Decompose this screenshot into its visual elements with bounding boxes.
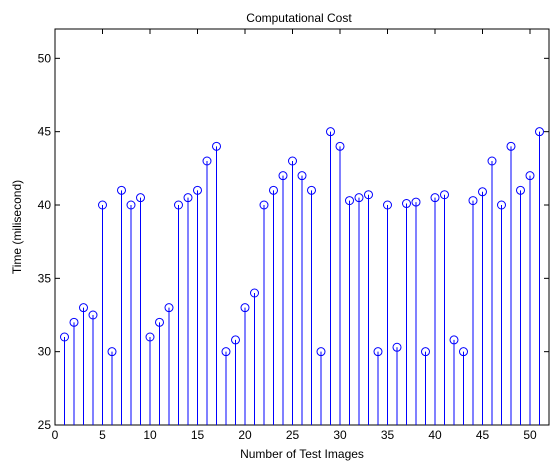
x-axis: 0 5 10 15 20 25 30 35 40 45 50 (52, 29, 537, 442)
stem-marker (364, 190, 373, 200)
stem-marker (155, 317, 164, 327)
stem-marker (183, 193, 193, 203)
stem-marker (411, 197, 421, 207)
stem-marker (221, 347, 231, 357)
stem-marker (174, 200, 183, 210)
stem-marker (79, 303, 88, 313)
stem-marker (231, 335, 240, 345)
stem-marker (525, 171, 535, 181)
x-tick-label: 5 (99, 428, 106, 442)
stem-marker (335, 141, 345, 151)
y-axis-label: Time (milisecond) (10, 180, 24, 274)
stem-marker (497, 200, 506, 210)
stem-marker (69, 317, 79, 327)
stem-marker (430, 193, 440, 203)
x-tick-label: 25 (286, 428, 300, 442)
y-tick-label: 45 (38, 125, 52, 139)
stem-marker (345, 196, 354, 206)
stem-marker (126, 200, 136, 210)
stem-marker (307, 185, 316, 195)
stem-marker (136, 193, 145, 203)
stem-marker (107, 347, 117, 357)
stem-marker (240, 303, 250, 313)
stem-marker (326, 127, 335, 137)
stem-marker (297, 171, 307, 181)
stem-marker (383, 200, 392, 210)
stem-marker (449, 335, 459, 345)
stem-marker (259, 200, 269, 210)
stem-marker (459, 347, 468, 357)
y-tick-label: 25 (38, 418, 52, 432)
y-tick-label: 30 (38, 345, 52, 359)
stem-marker (212, 141, 221, 151)
stem-marker (117, 185, 126, 195)
x-tick-label: 45 (476, 428, 490, 442)
x-tick-label: 10 (143, 428, 157, 442)
x-tick-label: 35 (381, 428, 395, 442)
stem-marker (402, 199, 411, 209)
stem-marker (269, 185, 278, 195)
stem-marker (516, 185, 525, 195)
stem-marker (421, 347, 430, 357)
stem-marker (354, 193, 364, 203)
x-tick-label: 30 (333, 428, 347, 442)
stem-marker (145, 332, 155, 342)
stem-marker (88, 310, 98, 320)
stem-marker (506, 141, 516, 151)
stem-marker (98, 200, 107, 210)
stem-marker (60, 332, 69, 342)
stem-marker (468, 196, 478, 206)
stem-marker (478, 187, 487, 197)
x-axis-label: Number of Test Images (240, 447, 364, 461)
x-tick-label: 20 (238, 428, 252, 442)
stem-marker (373, 347, 383, 357)
y-axis: 25 30 35 40 45 50 (38, 51, 549, 432)
stem-marker (392, 342, 402, 352)
stem-marker (316, 347, 326, 357)
stem-marker (202, 156, 212, 166)
x-tick-label: 0 (52, 428, 59, 442)
stem-marker (164, 303, 174, 313)
x-tick-label: 40 (428, 428, 442, 442)
data-series (60, 127, 544, 425)
y-tick-label: 40 (38, 198, 52, 212)
stem-marker (288, 156, 297, 166)
stem-marker (535, 127, 544, 137)
x-tick-label: 15 (191, 428, 205, 442)
stem-marker (487, 156, 497, 166)
stem-marker (193, 185, 202, 195)
x-tick-label: 50 (523, 428, 537, 442)
stem-marker (440, 190, 449, 200)
chart-title: Computational Cost (246, 11, 352, 25)
y-tick-label: 35 (38, 271, 52, 285)
y-tick-label: 50 (38, 51, 52, 65)
stem-marker (278, 171, 288, 181)
stem-marker (250, 288, 259, 298)
